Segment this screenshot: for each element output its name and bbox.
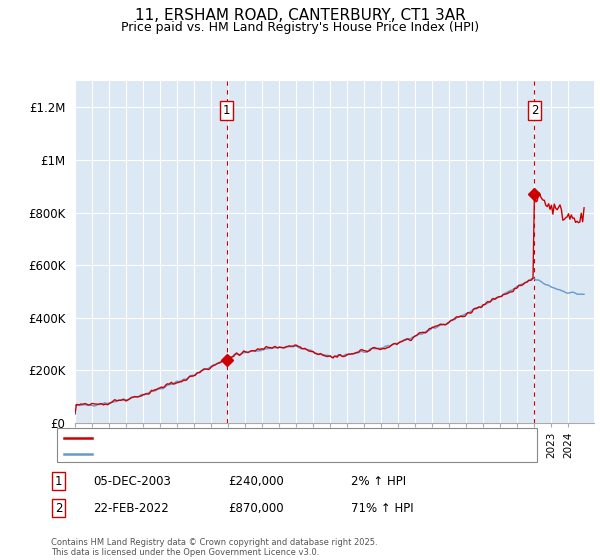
Text: 11, ERSHAM ROAD, CANTERBURY, CT1 3AR (detached house): 11, ERSHAM ROAD, CANTERBURY, CT1 3AR (de…: [96, 433, 432, 443]
Text: 22-FEB-2022: 22-FEB-2022: [93, 502, 169, 515]
Text: £870,000: £870,000: [228, 502, 284, 515]
Text: HPI: Average price, detached house, Canterbury: HPI: Average price, detached house, Cant…: [96, 449, 360, 459]
Text: 2: 2: [55, 502, 62, 515]
Text: 11, ERSHAM ROAD, CANTERBURY, CT1 3AR: 11, ERSHAM ROAD, CANTERBURY, CT1 3AR: [134, 8, 466, 24]
Text: 05-DEC-2003: 05-DEC-2003: [93, 475, 171, 488]
Text: Contains HM Land Registry data © Crown copyright and database right 2025.
This d: Contains HM Land Registry data © Crown c…: [51, 538, 377, 557]
Text: 71% ↑ HPI: 71% ↑ HPI: [351, 502, 413, 515]
Text: £240,000: £240,000: [228, 475, 284, 488]
Text: 2% ↑ HPI: 2% ↑ HPI: [351, 475, 406, 488]
Text: 2: 2: [530, 104, 538, 116]
Text: Price paid vs. HM Land Registry's House Price Index (HPI): Price paid vs. HM Land Registry's House …: [121, 21, 479, 34]
Text: 1: 1: [55, 475, 62, 488]
Text: 1: 1: [223, 104, 230, 116]
